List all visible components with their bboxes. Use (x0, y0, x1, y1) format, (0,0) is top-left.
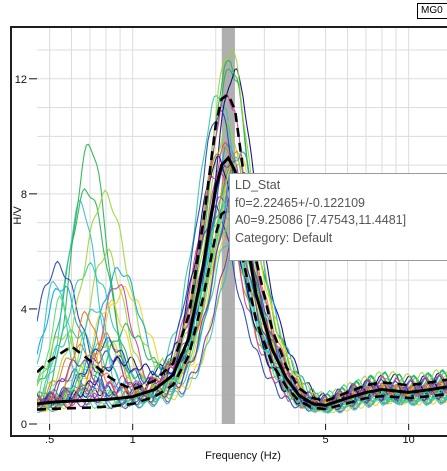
y-tick-label: 8 (21, 189, 27, 201)
axes: .5 1 5 10 0 4 8 12 Frequency (Hz) H/V (12, 74, 415, 462)
tooltip-f0: f0=2.22465+/-0.122109 (235, 195, 365, 210)
y-tick-label: 0 (21, 419, 27, 431)
y-tick-label: 4 (21, 304, 27, 316)
window-curve (37, 49, 447, 403)
y-tick-label: 12 (15, 74, 27, 86)
tooltip-a0: A0=9.25086 [7.47543,11.4481] (235, 213, 407, 227)
y-axis-label: H/V (12, 206, 24, 225)
tooltip-title: LD_Stat (235, 178, 281, 192)
x-tick-label: 5 (323, 434, 329, 446)
plot-tag: MG0 (417, 3, 447, 19)
x-tick-label: 1 (130, 434, 136, 446)
tooltip-category: Category: Default (235, 230, 333, 245)
x-tick-label: .5 (45, 434, 54, 446)
window-curve (37, 202, 447, 412)
x-axis-label: Frequency (Hz) (205, 450, 281, 462)
plot-frame (10, 26, 447, 437)
x-tick-label: 10 (403, 434, 415, 446)
window-curve (37, 93, 447, 405)
peak-tooltip: LD_Stat f0=2.22465+/-0.122109 A0=9.25086… (229, 173, 447, 261)
std-bound-curve (37, 92, 447, 403)
mean-curve (37, 155, 447, 407)
